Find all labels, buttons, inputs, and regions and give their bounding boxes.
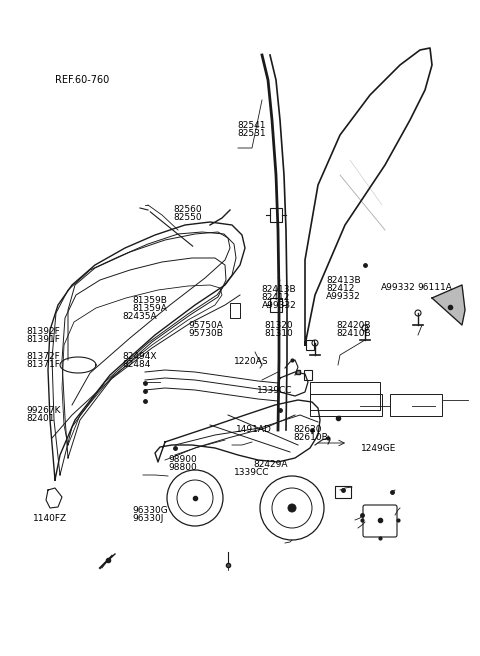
Text: 82610B: 82610B [294,433,328,442]
Bar [335,486,351,498]
Text: 82410B: 82410B [336,329,371,338]
Bar [270,298,282,312]
Text: 98900: 98900 [168,455,197,464]
Text: 96111A: 96111A [418,283,453,293]
Text: 81310: 81310 [264,329,293,338]
Bar [230,303,240,318]
Text: 99267K: 99267K [26,406,61,415]
Text: 95730B: 95730B [189,329,224,338]
Bar [270,208,282,222]
Polygon shape [432,285,465,325]
Text: 1140FZ: 1140FZ [33,514,67,523]
Text: 1491AD: 1491AD [236,425,272,434]
Text: 82620: 82620 [294,425,322,434]
Text: 1339CC: 1339CC [257,386,292,396]
Bar [306,340,314,350]
Circle shape [288,504,296,512]
Text: 82429A: 82429A [253,460,288,469]
Text: 95750A: 95750A [189,321,224,330]
Text: 1339CC: 1339CC [234,468,270,477]
Text: 81391F: 81391F [26,335,60,344]
Text: 82401: 82401 [26,414,55,423]
Text: 82435A: 82435A [122,312,157,321]
Text: REF.60-760: REF.60-760 [55,75,109,85]
Text: 96330J: 96330J [132,514,163,523]
Text: 82420B: 82420B [336,321,371,330]
Text: 81359A: 81359A [132,304,167,313]
Text: 1220AS: 1220AS [234,357,268,366]
Text: A99332: A99332 [381,283,415,293]
Text: 82494X: 82494X [122,352,157,361]
Text: 82413B: 82413B [262,285,296,295]
Text: 82541: 82541 [238,121,266,131]
Text: 81392F: 81392F [26,327,60,336]
Text: 81371F: 81371F [26,360,60,369]
Text: A99332: A99332 [326,292,361,301]
Bar [310,394,382,416]
Text: 96330G: 96330G [132,506,168,515]
Text: 81372F: 81372F [26,352,60,361]
Text: 82560: 82560 [173,205,202,215]
Text: 81359B: 81359B [132,296,167,305]
Text: 82413B: 82413B [326,276,361,285]
Text: 82531: 82531 [238,129,266,138]
Text: A99332: A99332 [262,301,296,310]
Text: 98800: 98800 [168,463,197,472]
Bar [310,382,380,410]
Text: 82484: 82484 [122,360,151,369]
Text: 81320: 81320 [264,321,293,330]
Bar [390,394,442,416]
Bar [304,370,312,380]
Text: 1249GE: 1249GE [361,443,396,453]
Text: 82412: 82412 [326,284,355,293]
Text: 82412: 82412 [262,293,290,302]
Text: 82550: 82550 [173,213,202,222]
